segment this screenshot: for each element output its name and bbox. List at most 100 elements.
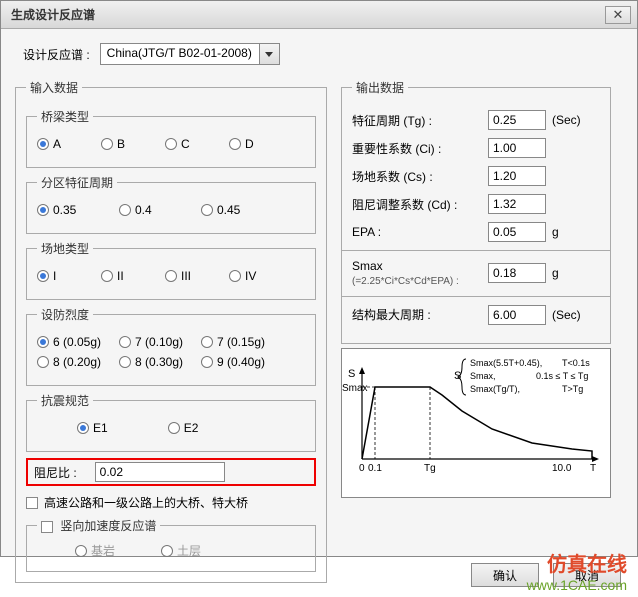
radio-label: 0.35 bbox=[53, 203, 76, 217]
radio-label: 8 (0.30g) bbox=[135, 355, 183, 369]
radio-label: I bbox=[53, 269, 56, 283]
output-input[interactable] bbox=[488, 110, 546, 130]
damping-input[interactable] bbox=[95, 462, 225, 482]
output-row: 特征周期 (Tg) : (Sec) bbox=[352, 110, 600, 130]
radio-option[interactable]: D bbox=[229, 137, 293, 151]
formula-s: S bbox=[454, 370, 461, 382]
highway-bridge-check[interactable]: 高速公路和一级公路上的大桥、特大桥 bbox=[26, 494, 316, 511]
radio-label: 0.4 bbox=[135, 203, 152, 217]
radio-icon bbox=[101, 270, 113, 282]
radio-option[interactable]: 0.4 bbox=[119, 203, 201, 217]
radio-option[interactable]: 7 (0.15g) bbox=[201, 335, 283, 349]
response-spectrum-chart: S Smax 0 0.1 Tg 10.0 T S Smax(5.5T+0.45)… bbox=[341, 348, 611, 498]
formula-r3l: Smax(Tg/T), bbox=[470, 384, 520, 394]
site-type-legend: 场地类型 bbox=[37, 240, 93, 257]
cancel-button[interactable]: 取消 bbox=[553, 563, 621, 587]
radio-soil[interactable]: 土层 bbox=[161, 542, 201, 559]
output-unit: g bbox=[552, 225, 588, 239]
output-input[interactable] bbox=[488, 138, 546, 158]
radio-option[interactable]: 6 (0.05g) bbox=[37, 335, 119, 349]
content-area: 设计反应谱 : China(JTG/T B02-01-2008) 输入数据 桥梁… bbox=[1, 29, 637, 597]
radio-icon bbox=[37, 336, 49, 348]
radio-icon bbox=[229, 270, 241, 282]
radio-label: 9 (0.40g) bbox=[217, 355, 265, 369]
radio-icon bbox=[165, 270, 177, 282]
radio-option[interactable]: E1 bbox=[77, 421, 108, 435]
chart-svg: S Smax 0 0.1 Tg 10.0 T S Smax(5.5T+0.45)… bbox=[342, 349, 612, 499]
spectrum-selector-row: 设计反应谱 : China(JTG/T B02-01-2008) bbox=[15, 43, 623, 65]
xtick-t: T bbox=[590, 463, 596, 474]
output-label: 场地系数 (Cs) : bbox=[352, 168, 482, 185]
spectrum-combo[interactable]: China(JTG/T B02-01-2008) bbox=[100, 43, 280, 65]
columns: 输入数据 桥梁类型 AB C D 分区特征周期 0.35 0.4 0.45 场地类型 I… bbox=[15, 79, 623, 587]
radio-option[interactable]: III bbox=[165, 269, 229, 283]
spectrum-label: 设计反应谱 : bbox=[23, 46, 90, 63]
output-label: 特征周期 (Tg) : bbox=[352, 112, 482, 129]
radio-bedrock[interactable]: 基岩 bbox=[75, 542, 115, 559]
radio-option[interactable]: IV bbox=[229, 269, 293, 283]
damping-label: 阻尼比 : bbox=[34, 464, 77, 481]
radio-icon bbox=[37, 204, 49, 216]
radio-option[interactable]: 0.35 bbox=[37, 203, 119, 217]
formula-r3r: T>Tg bbox=[562, 384, 583, 394]
radio-label: C bbox=[181, 137, 190, 151]
output-input[interactable] bbox=[488, 222, 546, 242]
spectrum-combo-button[interactable] bbox=[260, 43, 280, 65]
output-legend: 输出数据 bbox=[352, 79, 408, 96]
radio-icon bbox=[229, 138, 241, 150]
output-row: Smax(=2.25*Ci*Cs*Cd*EPA) : g bbox=[352, 259, 600, 288]
button-bar: 确认 取消 bbox=[471, 563, 621, 587]
vertical-accel-label-text: 竖向加速度反应谱 bbox=[60, 519, 156, 533]
radio-option[interactable]: 0.45 bbox=[201, 203, 283, 217]
radio-option[interactable]: II bbox=[101, 269, 165, 283]
radio-option[interactable]: A bbox=[37, 137, 101, 151]
output-label: 重要性系数 (Ci) : bbox=[352, 140, 482, 157]
radio-label: 8 (0.20g) bbox=[53, 355, 101, 369]
radio-icon bbox=[201, 204, 213, 216]
radio-option[interactable]: 9 (0.40g) bbox=[201, 355, 283, 369]
ylabel-smax: Smax bbox=[342, 383, 368, 394]
site-type-group: 场地类型 IIIIIIIV bbox=[26, 240, 316, 300]
radio-option[interactable]: E2 bbox=[168, 421, 199, 435]
checkbox-icon[interactable] bbox=[41, 521, 53, 533]
period-zone-legend: 分区特征周期 bbox=[37, 174, 117, 191]
max-period-row: 结构最大周期 : (Sec) bbox=[352, 305, 600, 325]
max-period-input[interactable] bbox=[488, 305, 546, 325]
output-input[interactable] bbox=[488, 263, 546, 283]
radio-label: 0.45 bbox=[217, 203, 240, 217]
output-input[interactable] bbox=[488, 166, 546, 186]
xtick-01: 0.1 bbox=[368, 463, 382, 474]
ylabel-s: S bbox=[348, 368, 355, 380]
intensity-group: 设防烈度 6 (0.05g) 7 (0.10g) 7 (0.15g) 8 (0.20g… bbox=[26, 306, 316, 386]
output-label: 阻尼调整系数 (Cd) : bbox=[352, 196, 482, 213]
radio-option[interactable]: 8 (0.20g) bbox=[37, 355, 119, 369]
radio-label: D bbox=[245, 137, 254, 151]
radio-icon bbox=[201, 356, 213, 368]
radio-icon bbox=[119, 336, 131, 348]
output-row: 场地系数 (Cs) : bbox=[352, 166, 600, 186]
radio-option[interactable]: 8 (0.30g) bbox=[119, 355, 201, 369]
radio-label: IV bbox=[245, 269, 256, 283]
radio-option[interactable]: C bbox=[165, 137, 229, 151]
formula-r1r: T<0.1s bbox=[562, 358, 590, 368]
intensity-legend: 设防烈度 bbox=[37, 306, 93, 323]
output-input[interactable] bbox=[488, 194, 546, 214]
bridge-type-legend: 桥梁类型 bbox=[37, 108, 93, 125]
radio-label: 6 (0.05g) bbox=[53, 335, 101, 349]
output-label: Smax(=2.25*Ci*Cs*Cd*EPA) : bbox=[352, 259, 482, 288]
radio-option[interactable]: I bbox=[37, 269, 101, 283]
radio-icon bbox=[201, 336, 213, 348]
radio-option[interactable]: 7 (0.10g) bbox=[119, 335, 201, 349]
output-unit: g bbox=[552, 266, 588, 280]
right-column: 输出数据 特征周期 (Tg) : (Sec) 重要性系数 (Ci) : 场地系数 (C… bbox=[341, 79, 611, 498]
window-title: 生成设计反应谱 bbox=[11, 6, 95, 23]
input-legend: 输入数据 bbox=[26, 79, 82, 96]
highway-bridge-label: 高速公路和一级公路上的大桥、特大桥 bbox=[44, 494, 248, 511]
output-unit: (Sec) bbox=[552, 113, 588, 127]
ok-button[interactable]: 确认 bbox=[471, 563, 539, 587]
radio-icon bbox=[119, 204, 131, 216]
xtick-0: 0 bbox=[359, 463, 365, 474]
radio-label: 7 (0.10g) bbox=[135, 335, 183, 349]
close-button[interactable]: ✕ bbox=[605, 6, 631, 24]
radio-option[interactable]: B bbox=[101, 137, 165, 151]
